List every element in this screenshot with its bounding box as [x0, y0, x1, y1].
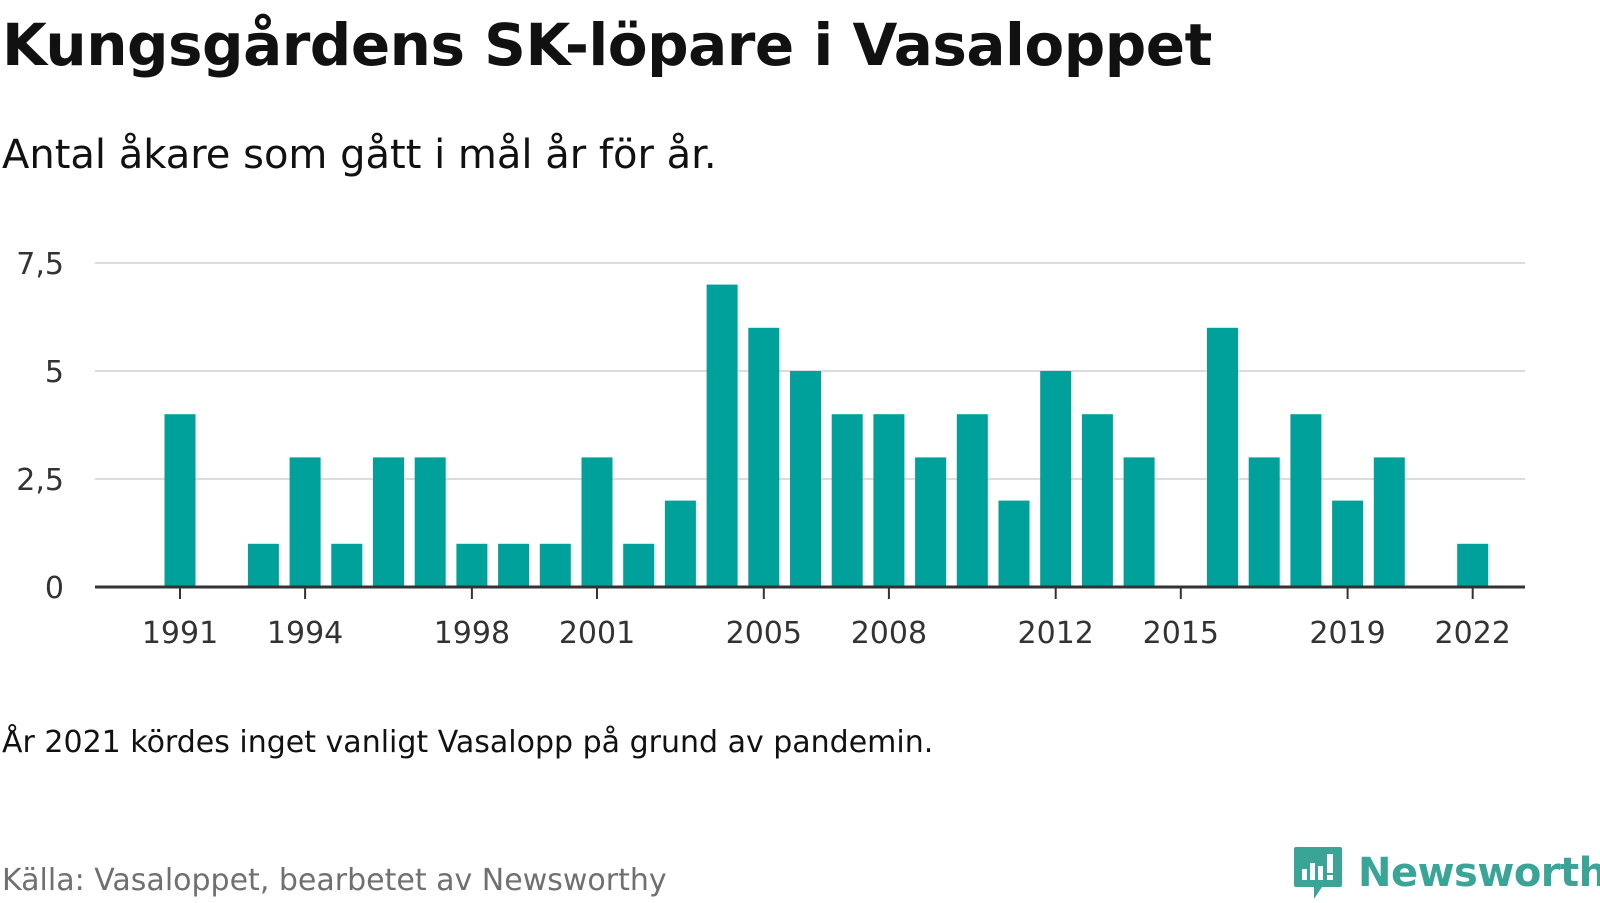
- y-axis-ticks: 0 2,5 5 7,5: [16, 247, 64, 606]
- bar-2022: [1457, 543, 1489, 587]
- bar-1994: [289, 457, 321, 587]
- x-tick-label: 2005: [726, 616, 802, 651]
- bar-2018: [1290, 414, 1322, 587]
- bar-2002: [623, 543, 655, 587]
- bar-2012: [1040, 371, 1072, 587]
- y-tick-label: 0: [45, 571, 64, 606]
- x-tick-label: 1998: [434, 616, 510, 651]
- bar-2017: [1248, 457, 1280, 587]
- bar-1991: [164, 414, 196, 587]
- brand-name: Newsworthy: [1358, 850, 1600, 896]
- bar-2019: [1332, 500, 1364, 587]
- bar-2000: [539, 543, 571, 587]
- x-axis-ticks: 1991 1994 1998 2001 2005 2008 2012 2015 2019 2022: [142, 587, 1511, 651]
- bar-1999: [498, 543, 530, 587]
- newsworthy-brand[interactable]: Newsworthy: [1292, 843, 1600, 903]
- bar-2008: [873, 414, 905, 587]
- y-tick-label: 2,5: [16, 463, 64, 498]
- y-tick-label: 7,5: [16, 247, 64, 282]
- bar-1997: [414, 457, 446, 587]
- x-tick-label: 2008: [851, 616, 927, 651]
- bar-1995: [331, 543, 363, 587]
- bar-2003: [664, 500, 696, 587]
- bar-2014: [1123, 457, 1155, 587]
- chart-title: Kungsgårdens SK-löpare i Vasaloppet: [2, 11, 1212, 79]
- source-credit: Källa: Vasaloppet, bearbetet av Newswort…: [2, 863, 667, 898]
- bar-2005: [748, 327, 780, 587]
- x-tick-label: 2001: [559, 616, 635, 651]
- bar-2006: [790, 371, 821, 587]
- bar-2007: [831, 414, 863, 587]
- newsworthy-logo-icon: [1294, 847, 1342, 899]
- x-tick-label: 1991: [142, 616, 218, 651]
- bar-2013: [1081, 414, 1113, 587]
- bar-1993: [247, 543, 279, 587]
- bar-1996: [373, 457, 404, 587]
- chart-subtitle: Antal åkare som gått i mål år för år.: [2, 132, 717, 178]
- x-tick-label: 2019: [1309, 616, 1385, 651]
- bar-2004: [706, 284, 738, 587]
- x-tick-label: 2015: [1143, 616, 1219, 651]
- bar-2001: [581, 457, 613, 587]
- bars: [164, 284, 1489, 587]
- bar-chart: 0 2,5 5 7,5 1991 1994 1998 2001 2005 2008 2012 201…: [16, 247, 1525, 651]
- x-tick-label: 1994: [267, 616, 343, 651]
- y-tick-label: 5: [45, 355, 64, 390]
- chart-note: År 2021 kördes inget vanligt Vasalopp på…: [2, 725, 934, 760]
- bar-2009: [915, 457, 947, 587]
- bar-2016: [1207, 327, 1238, 587]
- bar-2020: [1373, 457, 1405, 587]
- x-tick-label: 2022: [1435, 616, 1511, 651]
- bar-1998: [456, 543, 488, 587]
- x-tick-label: 2012: [1018, 616, 1094, 651]
- bar-2010: [956, 414, 988, 587]
- bar-2011: [998, 500, 1030, 587]
